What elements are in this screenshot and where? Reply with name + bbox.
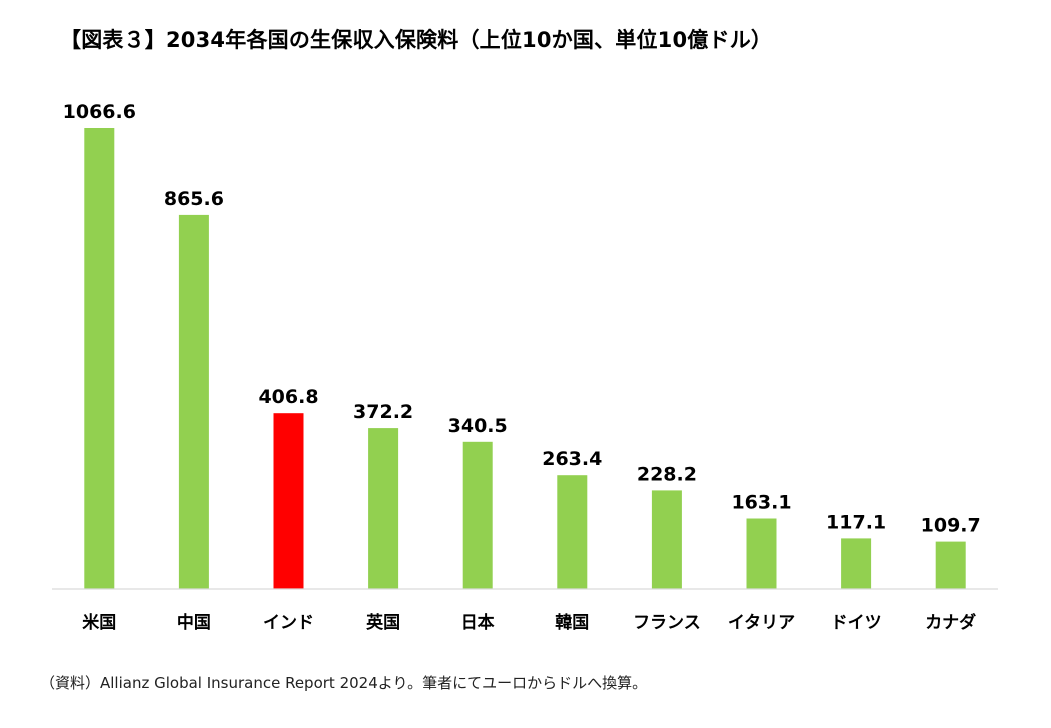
- bar-8: [841, 538, 872, 589]
- category-label-8: ドイツ: [831, 613, 882, 633]
- category-label-5: 韓国: [555, 612, 589, 633]
- bar-6: [651, 490, 682, 589]
- bar-2: [273, 413, 304, 589]
- bars-layer: [84, 128, 966, 589]
- bar-0: [84, 128, 115, 589]
- bar-9: [935, 541, 966, 589]
- data-label-4: 340.5: [448, 415, 508, 437]
- data-label-9: 109.7: [921, 515, 981, 537]
- category-label-3: 英国: [366, 612, 400, 633]
- category-label-4: 日本: [461, 612, 495, 633]
- category-label-1: 中国: [177, 612, 211, 633]
- bar-1: [178, 214, 209, 589]
- category-label-6: フランス: [633, 613, 701, 633]
- data-label-7: 163.1: [731, 492, 791, 514]
- data-label-5: 263.4: [542, 448, 602, 470]
- category-label-0: 米国: [82, 612, 116, 633]
- bar-3: [368, 428, 399, 589]
- bar-5: [557, 475, 588, 589]
- data-label-3: 372.2: [353, 401, 413, 423]
- data-label-2: 406.8: [258, 386, 318, 408]
- data-label-0: 1066.6: [63, 101, 136, 123]
- category-label-9: カナダ: [925, 612, 976, 633]
- data-label-1: 865.6: [164, 188, 224, 210]
- bar-4: [462, 441, 493, 589]
- data-label-6: 228.2: [637, 463, 697, 485]
- source-note: （資料）Allianz Global Insurance Report 2024…: [40, 674, 648, 692]
- category-label-7: イタリア: [728, 613, 795, 633]
- labels-layer: 1066.6 米国 865.6 中国 406.8 インド 372.2 英国 340.5 日本 263…: [63, 101, 981, 633]
- data-label-8: 117.1: [826, 511, 886, 533]
- chart-title: 【図表３】2034年各国の生保収入保険料（上位10か国、単位10億ドル）: [60, 28, 773, 52]
- category-label-2: インド: [263, 613, 314, 633]
- bar-7: [746, 518, 777, 589]
